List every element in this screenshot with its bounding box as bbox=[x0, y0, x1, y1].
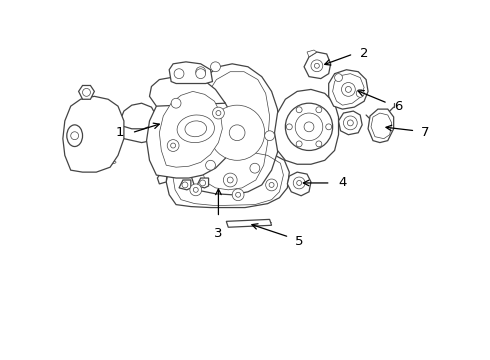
Circle shape bbox=[194, 188, 198, 192]
Ellipse shape bbox=[177, 115, 215, 143]
Polygon shape bbox=[157, 172, 167, 184]
Polygon shape bbox=[63, 96, 124, 172]
Circle shape bbox=[210, 105, 265, 160]
Circle shape bbox=[232, 189, 244, 201]
Polygon shape bbox=[78, 85, 95, 99]
Circle shape bbox=[82, 89, 91, 96]
Polygon shape bbox=[166, 148, 289, 208]
Circle shape bbox=[227, 177, 233, 183]
Circle shape bbox=[200, 180, 206, 186]
Polygon shape bbox=[118, 123, 156, 143]
Text: 1: 1 bbox=[116, 126, 124, 139]
Polygon shape bbox=[368, 109, 393, 143]
Circle shape bbox=[190, 184, 202, 196]
Circle shape bbox=[342, 82, 355, 96]
Circle shape bbox=[213, 107, 224, 119]
Circle shape bbox=[316, 141, 322, 147]
Circle shape bbox=[174, 69, 184, 78]
Circle shape bbox=[356, 89, 364, 97]
Polygon shape bbox=[274, 89, 339, 164]
Polygon shape bbox=[189, 64, 279, 195]
Circle shape bbox=[266, 179, 277, 191]
Circle shape bbox=[293, 177, 305, 189]
Circle shape bbox=[295, 113, 323, 141]
Polygon shape bbox=[197, 178, 209, 188]
Circle shape bbox=[229, 125, 245, 141]
Polygon shape bbox=[199, 72, 270, 190]
Circle shape bbox=[326, 124, 332, 130]
Text: 3: 3 bbox=[214, 227, 222, 240]
Circle shape bbox=[167, 140, 179, 152]
Circle shape bbox=[285, 103, 333, 150]
Text: 4: 4 bbox=[339, 176, 347, 189]
Ellipse shape bbox=[185, 121, 207, 137]
Circle shape bbox=[347, 120, 353, 126]
Ellipse shape bbox=[67, 125, 82, 147]
Circle shape bbox=[216, 111, 221, 116]
Text: 2: 2 bbox=[360, 48, 368, 60]
Polygon shape bbox=[159, 91, 222, 167]
Polygon shape bbox=[304, 52, 331, 78]
Circle shape bbox=[265, 131, 274, 141]
Circle shape bbox=[315, 63, 319, 68]
Circle shape bbox=[250, 163, 260, 173]
Circle shape bbox=[236, 192, 241, 197]
Polygon shape bbox=[149, 77, 225, 106]
Polygon shape bbox=[307, 50, 317, 57]
Polygon shape bbox=[226, 219, 271, 227]
Circle shape bbox=[269, 183, 274, 188]
Circle shape bbox=[343, 116, 357, 130]
Polygon shape bbox=[169, 62, 213, 84]
Polygon shape bbox=[339, 111, 362, 135]
Circle shape bbox=[311, 60, 323, 72]
Polygon shape bbox=[287, 172, 311, 196]
Circle shape bbox=[171, 98, 181, 108]
Circle shape bbox=[286, 124, 292, 130]
Polygon shape bbox=[120, 103, 156, 129]
Polygon shape bbox=[147, 84, 235, 178]
Circle shape bbox=[296, 180, 302, 185]
Circle shape bbox=[304, 122, 314, 132]
Circle shape bbox=[71, 132, 78, 140]
Circle shape bbox=[223, 173, 237, 187]
Circle shape bbox=[171, 143, 175, 148]
Circle shape bbox=[196, 69, 206, 78]
Polygon shape bbox=[329, 70, 368, 109]
Text: 5: 5 bbox=[295, 235, 304, 248]
Circle shape bbox=[196, 67, 206, 77]
Circle shape bbox=[296, 107, 302, 113]
Circle shape bbox=[345, 86, 351, 93]
Polygon shape bbox=[179, 180, 191, 190]
Circle shape bbox=[316, 107, 322, 113]
Circle shape bbox=[296, 141, 302, 147]
Text: 6: 6 bbox=[393, 100, 402, 113]
Circle shape bbox=[206, 160, 216, 170]
Circle shape bbox=[211, 62, 220, 72]
Text: 7: 7 bbox=[421, 126, 430, 139]
Circle shape bbox=[335, 74, 343, 82]
Circle shape bbox=[182, 182, 188, 188]
